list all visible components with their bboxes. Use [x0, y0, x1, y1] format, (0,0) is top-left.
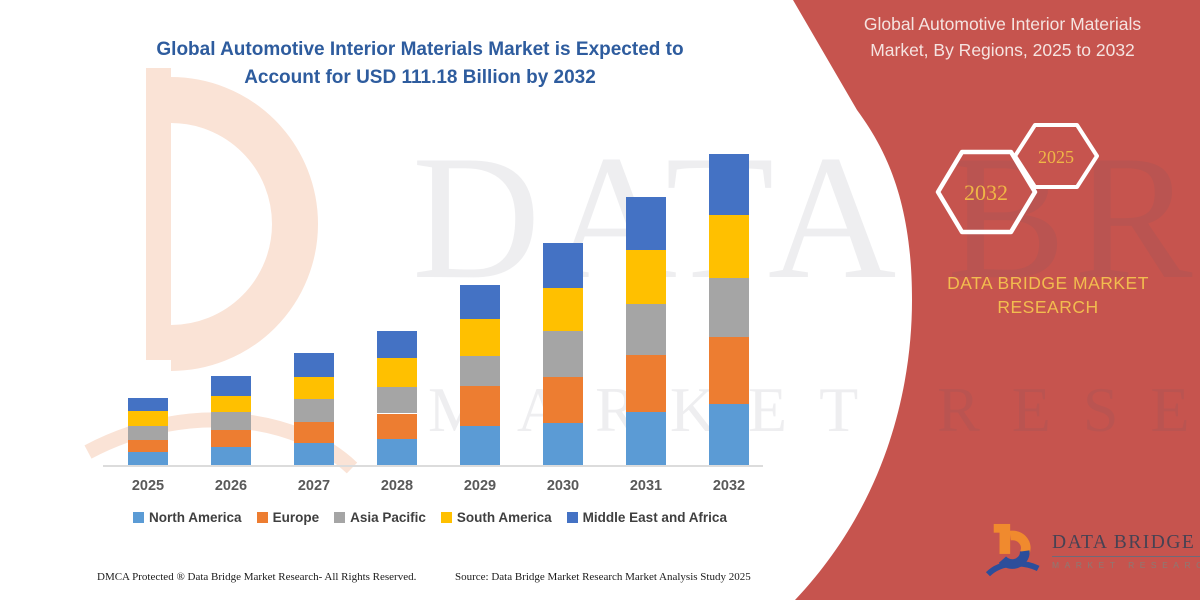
x-axis-tick: 2028: [380, 478, 414, 494]
bar-segment: [377, 330, 417, 359]
bar-segment: [294, 442, 334, 465]
legend-item: North America: [133, 510, 242, 525]
legend-label: Asia Pacific: [350, 510, 426, 525]
legend-label: Middle East and Africa: [582, 510, 727, 525]
chart-title-line1: Global Automotive Interior Materials Mar…: [156, 39, 684, 60]
watermark-b-stem: [146, 68, 171, 360]
chart-legend: North America Europe Asia Pacific South Ame…: [85, 510, 775, 525]
bar-segment: [211, 429, 251, 447]
brand-gold-line1: DATA BRIDGE MARKET: [947, 273, 1149, 293]
x-axis-line: [103, 465, 763, 467]
bar-segment: [294, 377, 334, 400]
x-axis-tick: 2030: [546, 478, 580, 494]
b-icon-swoosh: [986, 560, 1040, 577]
x-axis-tick: 2029: [463, 478, 497, 494]
b-icon-hook: [993, 523, 1001, 533]
bar-segment: [460, 285, 500, 320]
b-icon-stem: [999, 523, 1011, 554]
dbmr-logo-subtitle: MARKET RESEARCH: [1052, 560, 1200, 570]
right-panel-title-line1: Global Automotive Interior Materials: [863, 14, 1142, 34]
legend-swatch: [256, 512, 268, 523]
footer-source-text: Source: Data Bridge Market Research Mark…: [455, 571, 751, 583]
bar-segment: [626, 250, 666, 304]
forecast-hexagons: 2032 2025: [935, 123, 1099, 235]
right-panel-title-line2: Market, By Regions, 2025 to 2032: [870, 40, 1135, 60]
chart-title-line2: Account for USD 111.18 Billion by 2032: [244, 67, 596, 88]
bar-segment: [709, 214, 749, 279]
legend-item: Asia Pacific: [334, 510, 426, 525]
bar-segment: [626, 411, 666, 465]
bar-segment: [543, 242, 583, 289]
bar-segment: [128, 439, 168, 452]
bar-segment: [294, 421, 334, 443]
bar-segment: [709, 336, 749, 404]
hexagon-2032-label: 2032: [964, 180, 1008, 205]
bar-segment: [626, 196, 666, 251]
bar-segment: [543, 331, 583, 377]
x-axis-tick: 2031: [629, 478, 663, 494]
right-panel-title: Global Automotive Interior Materials Mar…: [815, 11, 1190, 63]
legend-item: Europe: [256, 510, 320, 525]
dbmr-logo-name: DATA BRIDGE: [1052, 532, 1200, 557]
bar-segment: [211, 376, 251, 396]
hexagon-2025: [1013, 123, 1099, 189]
bar-segment: [294, 353, 334, 378]
bar-segment: [460, 355, 500, 387]
bar-segment: [294, 399, 334, 422]
bar-segment: [377, 438, 417, 465]
hexagon-2032: [935, 149, 1038, 235]
bar-segment: [709, 153, 749, 215]
bar-segment: [460, 386, 500, 426]
x-axis-tick: 2025: [131, 478, 165, 494]
x-axis-tick: 2026: [214, 478, 248, 494]
b-icon-bowl-orange: [1009, 530, 1031, 555]
bar-segment: [543, 376, 583, 424]
legend-swatch: [566, 512, 578, 523]
bar-segment: [377, 413, 417, 439]
legend-swatch: [334, 512, 346, 523]
hexagon-2025-label: 2025: [1038, 147, 1074, 167]
legend-label: North America: [149, 510, 242, 525]
bar-segment: [543, 288, 583, 332]
bar-segment: [128, 397, 168, 412]
dbmr-b-icon: [986, 523, 1040, 577]
legend-label: South America: [456, 510, 552, 525]
bar-segment: [377, 386, 417, 414]
bar-segment: [626, 303, 666, 356]
bar-segment: [211, 446, 251, 465]
bar-segment: [709, 278, 749, 337]
x-axis-tick: 2032: [712, 478, 746, 494]
brand-gold-line2: RESEARCH: [997, 297, 1099, 317]
x-axis-tick: 2027: [297, 478, 331, 494]
bar-segment: [211, 412, 251, 430]
bar-segment: [211, 395, 251, 413]
bar-segment: [460, 319, 500, 356]
dbmr-logo-text: DATA BRIDGE MARKET RESEARCH: [1052, 532, 1200, 570]
bar-segment: [128, 411, 168, 427]
bar-segment: [377, 358, 417, 387]
chart-title: Global Automotive Interior Materials Mar…: [130, 36, 710, 92]
dbmr-logo: DATA BRIDGE MARKET RESEARCH: [986, 521, 1200, 583]
bar-segment: [626, 355, 666, 412]
footer-dmca-text: DMCA Protected ® Data Bridge Market Rese…: [97, 571, 417, 583]
legend-label: Europe: [272, 510, 320, 525]
bar-segment: [543, 423, 583, 465]
bar-segment: [460, 425, 500, 465]
red-swoosh-path: [793, 0, 1200, 600]
brand-wordmark-gold: DATA BRIDGE MARKET RESEARCH: [918, 271, 1178, 319]
bar-segment: [128, 451, 168, 465]
watermark-b-bowl: [170, 77, 318, 371]
bar-segment: [128, 426, 168, 440]
bar-segment: [709, 403, 749, 465]
legend-item: South America: [440, 510, 552, 525]
legend-item: Middle East and Africa: [566, 510, 727, 525]
legend-swatch: [133, 512, 145, 523]
legend-swatch: [440, 512, 452, 523]
